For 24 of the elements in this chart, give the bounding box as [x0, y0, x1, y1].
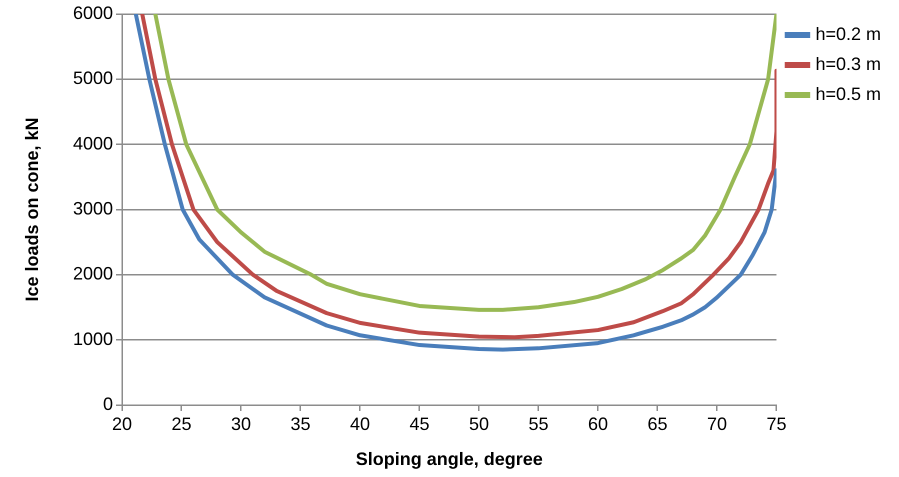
- y-axis-title: Ice loads on cone, kN: [22, 117, 42, 302]
- x-axis-title: Sloping angle, degree: [356, 449, 543, 470]
- x-tick-label: 25: [171, 414, 192, 434]
- y-tick-label: 3000: [72, 198, 113, 218]
- y-tick-label: 5000: [72, 68, 113, 88]
- x-tick-label: 75: [766, 414, 786, 434]
- x-tick-label: 35: [290, 414, 311, 434]
- y-tick-label: 4000: [72, 133, 113, 154]
- legend-label: h=0.5 m: [815, 84, 882, 104]
- x-tick-label: 60: [588, 414, 608, 434]
- y-tick-label: 6000: [72, 2, 113, 23]
- x-tick-label: 70: [706, 414, 727, 434]
- x-tick-label: 50: [468, 414, 489, 434]
- x-tick-label: 65: [647, 414, 668, 434]
- x-tick-label: 45: [409, 414, 430, 434]
- legend-label: h=0.2 m: [815, 24, 882, 44]
- legend-label: h=0.3 m: [815, 54, 882, 74]
- y-tick-label: 0: [102, 394, 113, 414]
- y-tick-label: 2000: [72, 264, 113, 284]
- x-tick-label: 55: [528, 414, 548, 434]
- x-tick-label: 30: [230, 414, 252, 434]
- y-tick-label: 1000: [72, 328, 113, 349]
- x-tick-label: 20: [112, 414, 132, 434]
- x-tick-label: 40: [350, 414, 370, 434]
